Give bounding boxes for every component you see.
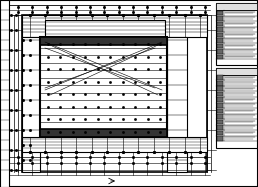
Bar xyxy=(217,125,223,130)
Bar xyxy=(217,131,223,135)
Bar xyxy=(217,108,223,113)
Bar xyxy=(22,15,207,172)
Bar xyxy=(217,27,223,31)
Bar xyxy=(40,37,167,45)
Bar xyxy=(216,68,257,148)
Bar xyxy=(217,97,223,102)
Bar xyxy=(217,76,223,80)
Bar xyxy=(22,15,207,37)
Bar xyxy=(217,49,223,53)
Bar xyxy=(22,137,207,152)
Bar xyxy=(22,37,40,172)
Bar xyxy=(217,119,223,124)
Bar xyxy=(40,129,167,137)
Bar xyxy=(40,37,167,137)
Bar xyxy=(217,103,223,108)
Bar xyxy=(217,81,223,85)
Bar xyxy=(217,44,223,48)
Bar xyxy=(217,136,223,140)
Bar xyxy=(216,3,257,65)
Bar xyxy=(45,20,165,45)
Bar xyxy=(216,3,257,10)
Bar xyxy=(217,16,223,21)
Bar xyxy=(217,22,223,26)
Bar xyxy=(167,37,187,172)
Bar xyxy=(217,92,223,96)
Bar xyxy=(217,33,223,37)
Bar xyxy=(217,10,223,15)
Bar xyxy=(217,54,223,59)
Bar xyxy=(0,0,9,187)
Bar xyxy=(217,114,223,119)
Bar xyxy=(217,87,223,91)
Bar xyxy=(216,68,257,75)
Bar xyxy=(217,38,223,42)
